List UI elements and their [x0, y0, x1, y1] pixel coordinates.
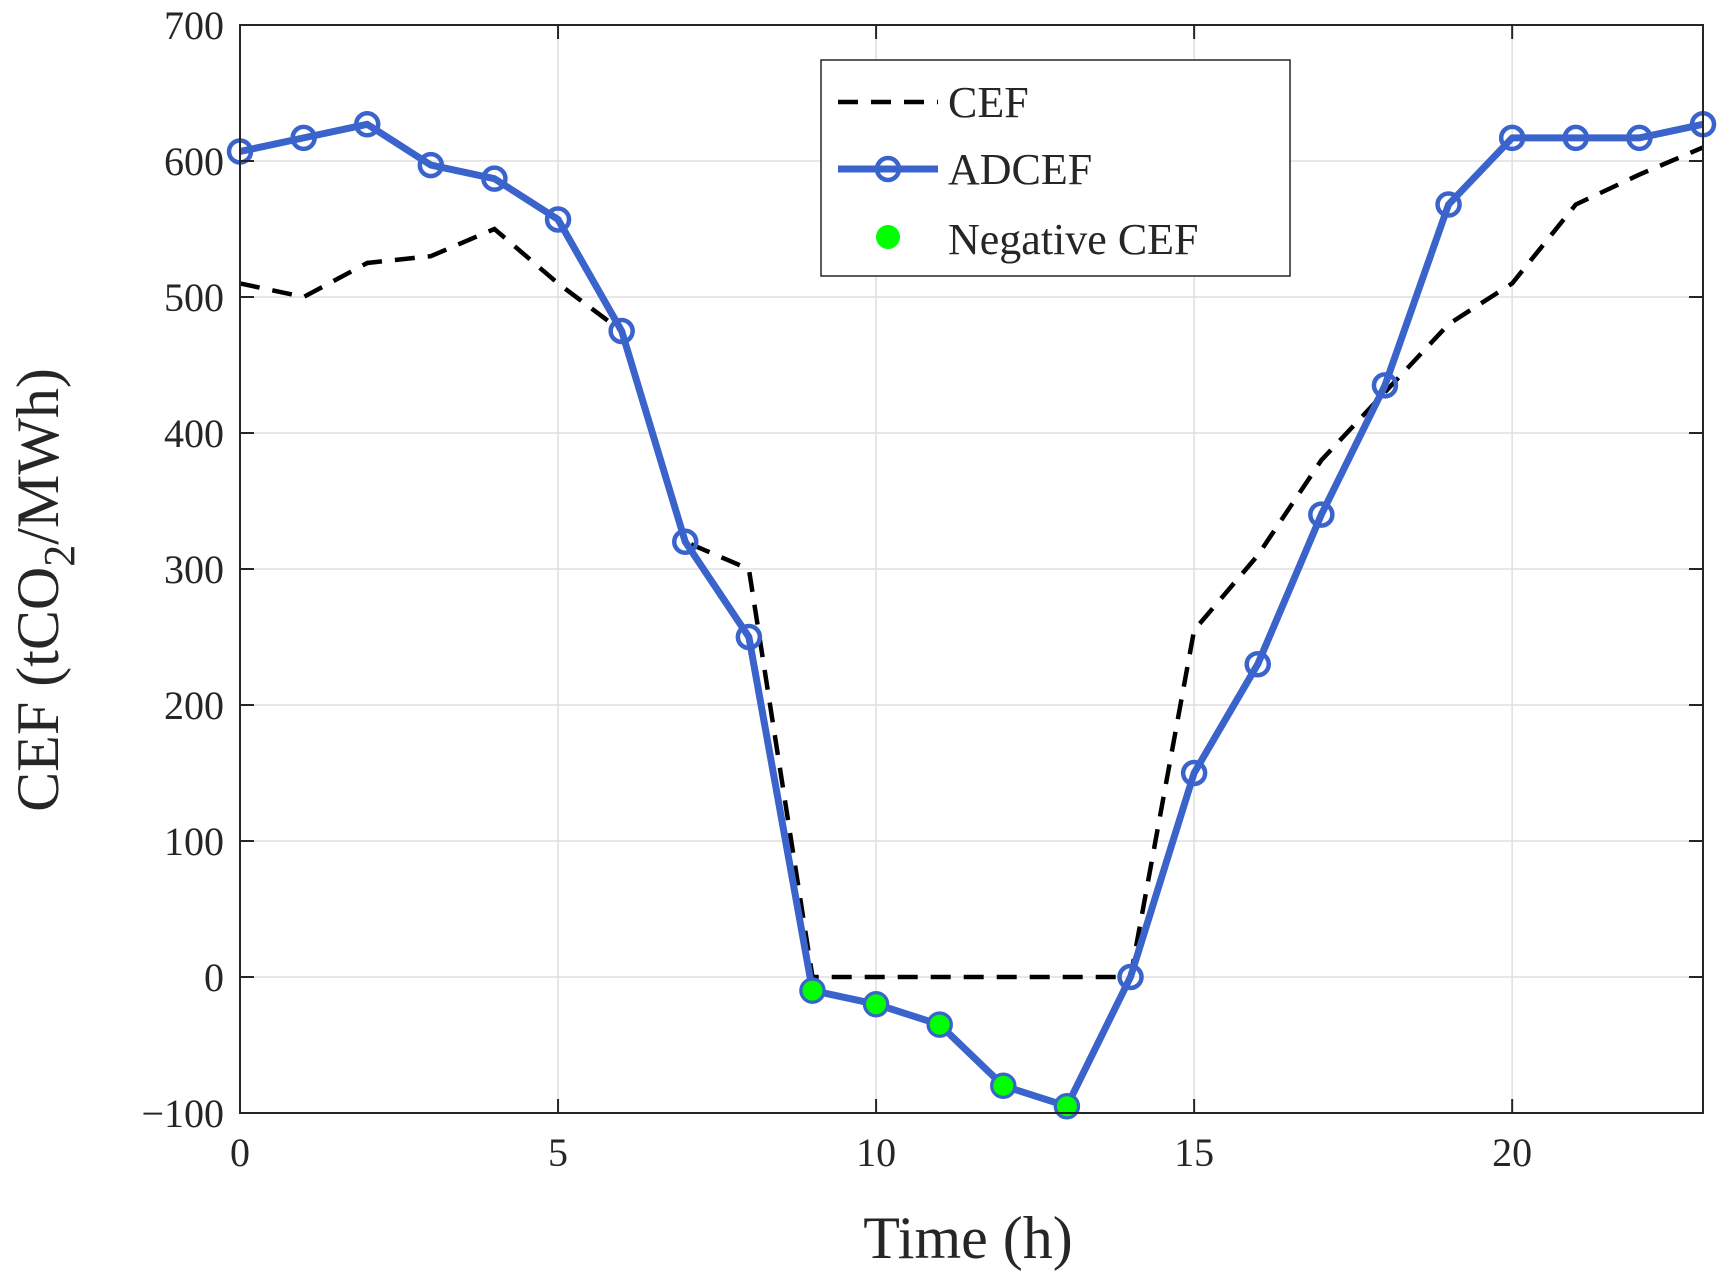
adcef-point	[672, 528, 699, 556]
adcef-point	[1180, 759, 1208, 787]
adcef-point	[1435, 191, 1462, 218]
y-tick-label: −100	[141, 1091, 224, 1136]
legend-negative-cef-label: Negative CEF	[948, 215, 1199, 264]
legend-cef-label: CEF	[948, 78, 1029, 127]
adcef-point	[735, 623, 763, 651]
x-tick-label: 15	[1174, 1130, 1214, 1175]
adcef-point	[1308, 501, 1335, 528]
adcef-point	[990, 1072, 1017, 1100]
adcef-point	[290, 124, 317, 152]
negative-cef-point	[866, 994, 887, 1015]
y-tick-label: 500	[164, 275, 224, 320]
adcef-point	[1371, 372, 1399, 399]
y-axis-label: CEF (tCO2/MWh)	[5, 368, 84, 812]
adcef-point	[1053, 1092, 1081, 1120]
y-tick-label: 200	[164, 683, 224, 728]
adcef-point	[481, 165, 508, 192]
cef-dashed-line	[239, 145, 1704, 980]
axes-frame	[239, 24, 1704, 1114]
adcef-point	[799, 977, 826, 1004]
y-tick-label: 300	[164, 547, 224, 592]
x-tick-label: 5	[548, 1130, 568, 1175]
legend-adcef-label: ADCEF	[948, 145, 1092, 194]
adcef-point	[1498, 124, 1526, 152]
y-tick-label: 400	[164, 411, 224, 456]
x-tick-label: 10	[856, 1130, 896, 1175]
negative-cef-point	[1056, 1096, 1077, 1117]
negative-cef-point	[802, 980, 823, 1001]
x-tick-label: 0	[230, 1130, 250, 1175]
y-tick-label: 700	[164, 3, 224, 48]
adcef-point	[1562, 124, 1590, 152]
x-axis-label: Time (h)	[863, 1205, 1072, 1271]
negative-cef-point	[993, 1075, 1014, 1096]
adcef-point	[1117, 963, 1144, 991]
adcef-point	[1244, 650, 1271, 678]
adcef-point	[1626, 124, 1653, 152]
adcef-point	[544, 206, 572, 233]
adcef-point	[608, 317, 635, 345]
y-tick-label: 100	[164, 819, 224, 864]
adcef-point	[926, 1011, 953, 1038]
adcef-point	[417, 151, 445, 179]
adcef-point	[353, 111, 381, 138]
y-tick-label: 0	[204, 955, 224, 1000]
negative-cef-point	[929, 1014, 950, 1035]
x-tick-label: 20	[1492, 1130, 1532, 1175]
legend-negative-cef-marker	[876, 225, 900, 249]
y-tick-label: 600	[164, 139, 224, 184]
series-layer	[226, 111, 1717, 1120]
legend: CEF ADCEF Negative CEF	[820, 59, 1291, 277]
adcef-point	[862, 990, 890, 1018]
legend-adcef-marker	[874, 155, 902, 183]
